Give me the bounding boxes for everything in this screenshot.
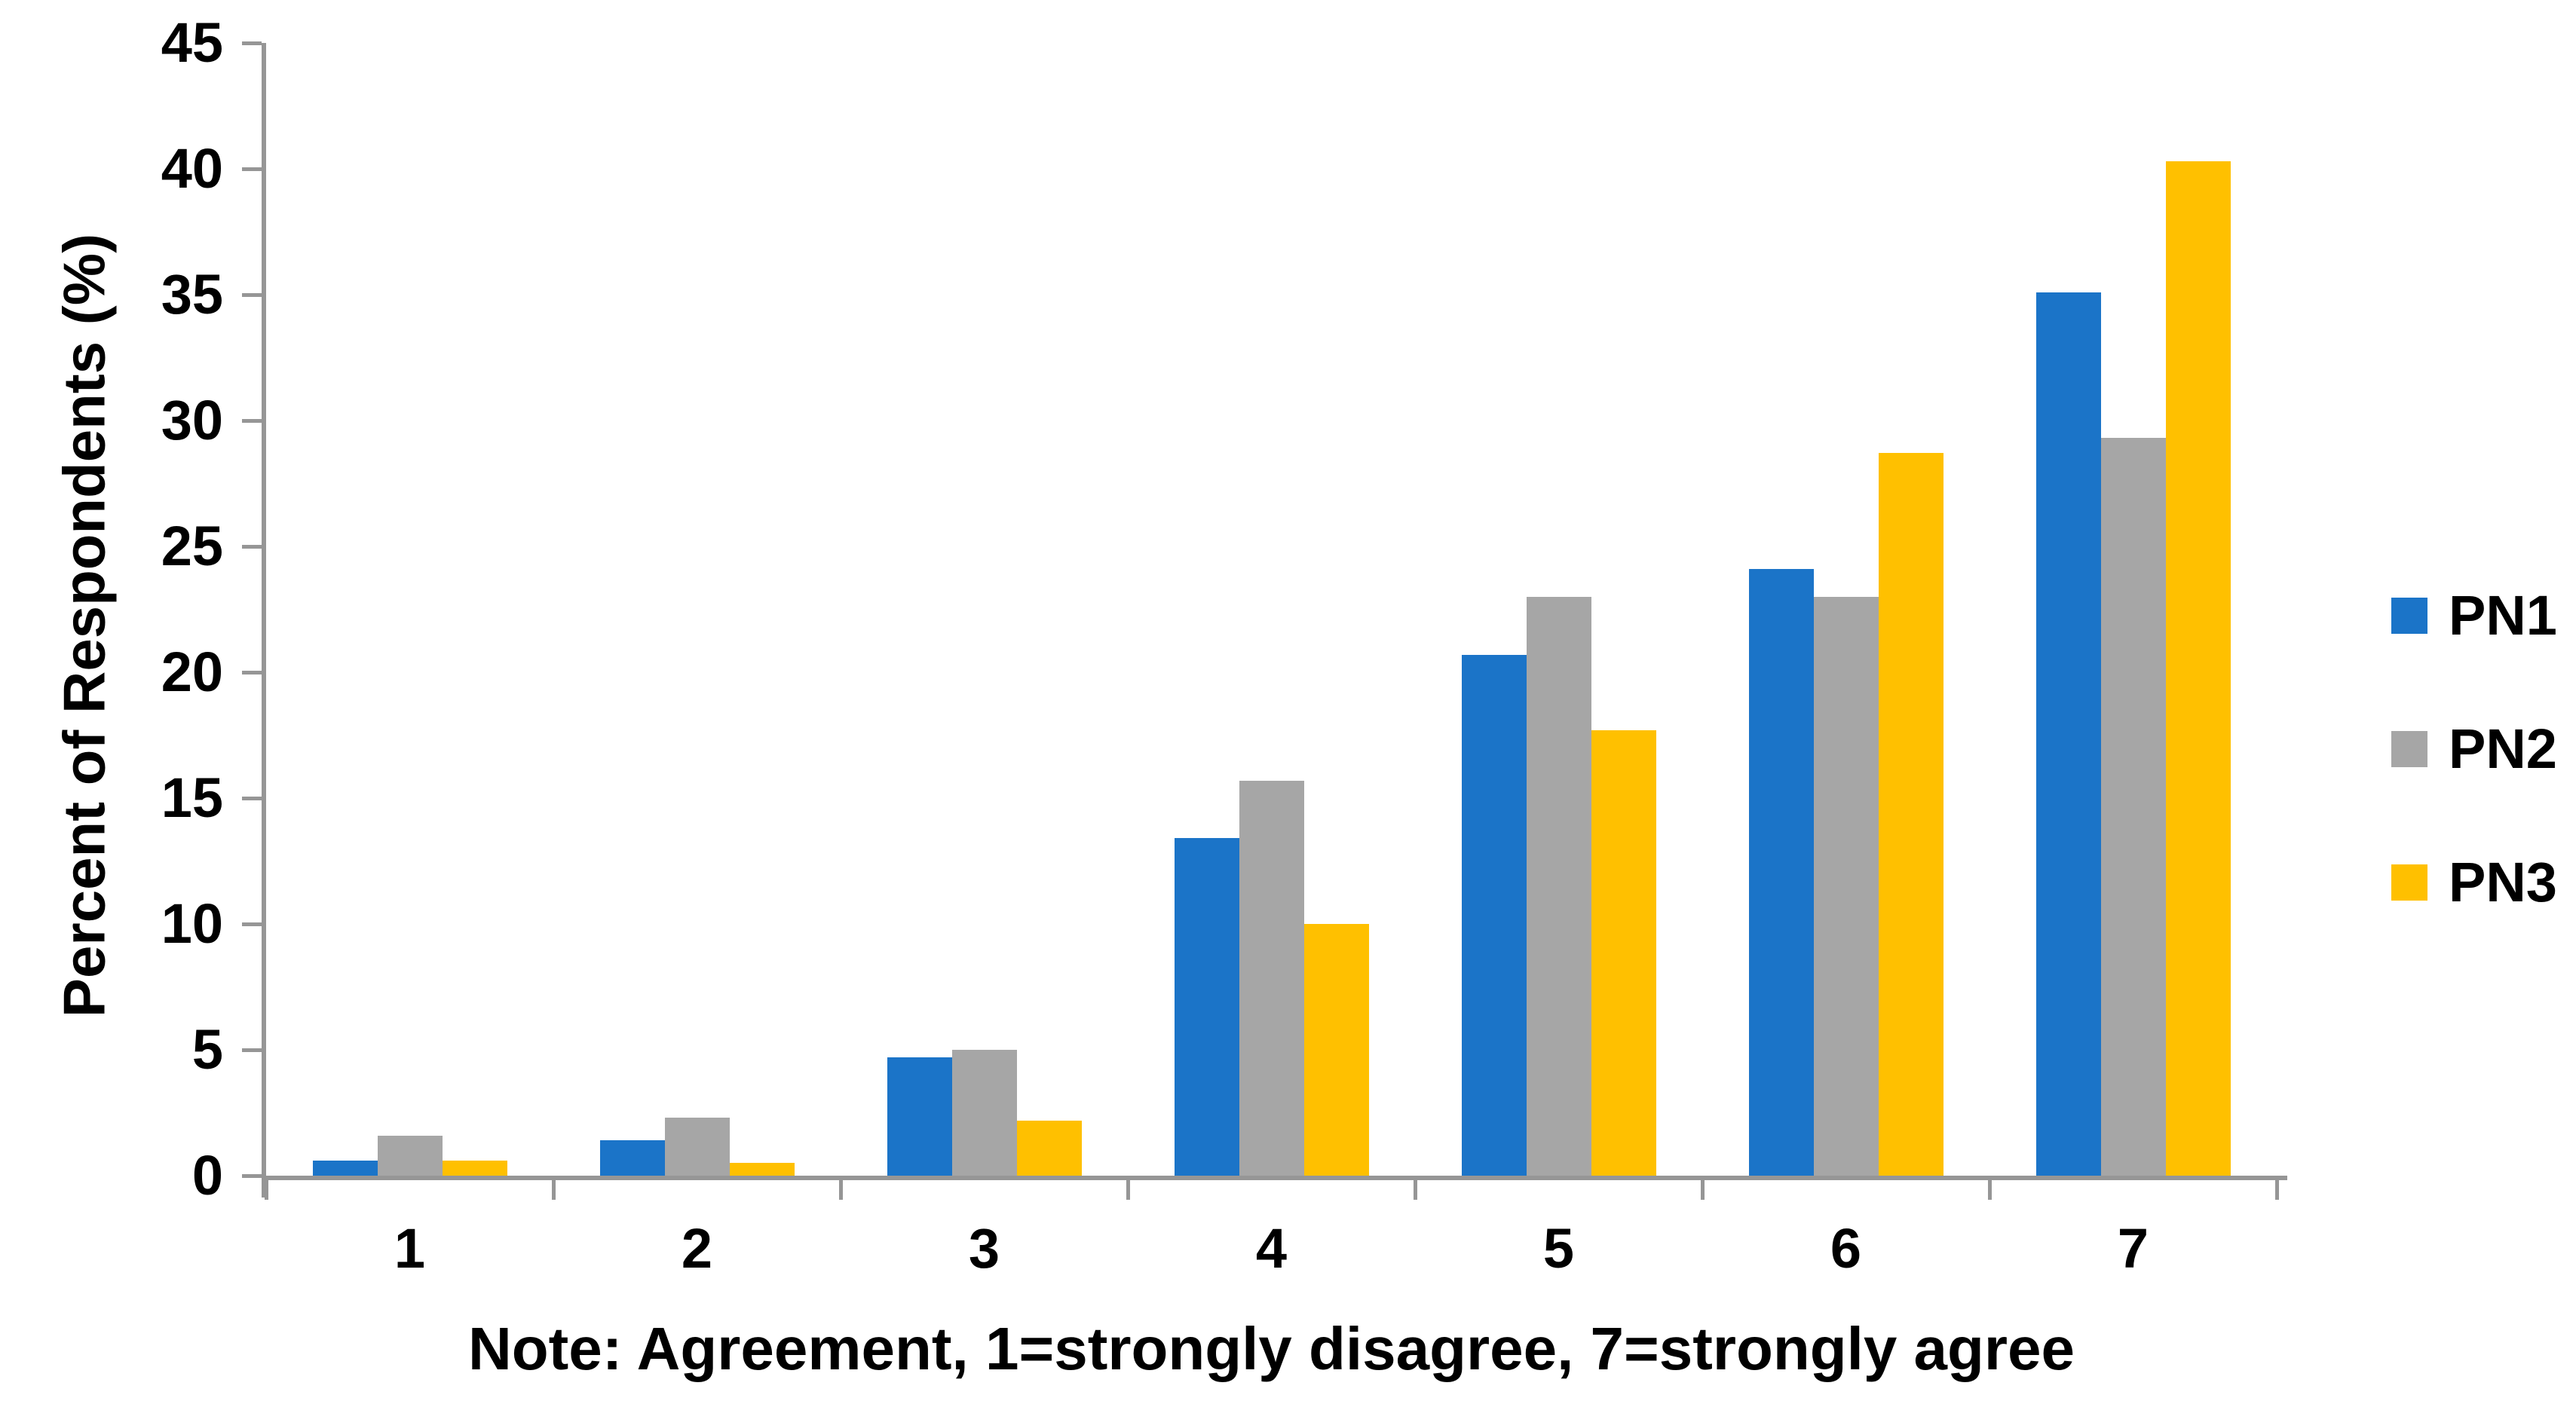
x-tick-label-2: 2 bbox=[681, 1217, 713, 1280]
x-tick bbox=[1701, 1180, 1705, 1200]
y-tick-label: 10 bbox=[161, 892, 223, 955]
y-tick-label: 40 bbox=[161, 137, 223, 200]
x-tick-label-6: 6 bbox=[1830, 1217, 1862, 1280]
x-tick bbox=[839, 1180, 843, 1200]
x-tick bbox=[1988, 1180, 1992, 1200]
bar-PN1-cat6 bbox=[1748, 569, 1814, 1176]
x-tick-label-1: 1 bbox=[394, 1217, 426, 1280]
legend-label-PN3: PN3 bbox=[2449, 851, 2557, 913]
y-tick-label: 20 bbox=[161, 641, 223, 703]
bar-PN3-cat7 bbox=[2165, 161, 2231, 1176]
y-tick bbox=[242, 1048, 262, 1052]
bar-PN1-cat5 bbox=[1461, 654, 1527, 1176]
y-tick-label: 35 bbox=[161, 263, 223, 326]
bar-PN2-cat1 bbox=[377, 1135, 443, 1176]
bar-PN2-cat2 bbox=[664, 1118, 730, 1176]
x-tick bbox=[552, 1180, 556, 1200]
bar-PN1-cat4 bbox=[1174, 838, 1239, 1176]
y-axis-line bbox=[262, 43, 266, 1198]
y-tick bbox=[242, 293, 262, 297]
y-tick-label: 30 bbox=[161, 389, 223, 451]
bar-PN1-cat3 bbox=[887, 1057, 952, 1176]
legend: PN1 PN2 PN3 bbox=[2391, 588, 2557, 910]
y-tick-label: 45 bbox=[161, 11, 223, 74]
x-axis-line bbox=[262, 1176, 2287, 1180]
x-axis-labels: 1 2 3 4 5 6 7 bbox=[266, 1215, 2277, 1283]
legend-item-PN1: PN1 bbox=[2391, 588, 2557, 644]
legend-swatch-PN3 bbox=[2391, 864, 2427, 901]
bar-PN3-cat3 bbox=[1016, 1120, 1082, 1176]
category-group-2 bbox=[553, 43, 841, 1176]
y-tick bbox=[242, 671, 262, 674]
y-tick bbox=[242, 1174, 262, 1178]
category-group-1 bbox=[266, 43, 553, 1176]
bar-PN2-cat3 bbox=[951, 1050, 1017, 1176]
bar-PN2-cat4 bbox=[1239, 780, 1304, 1176]
bar-PN2-cat5 bbox=[1526, 596, 1591, 1176]
bar-PN3-cat6 bbox=[1878, 453, 1943, 1176]
x-tick-label-5: 5 bbox=[1542, 1217, 1575, 1280]
category-group-3 bbox=[841, 43, 1128, 1176]
x-tick bbox=[265, 1180, 268, 1200]
bar-PN3-cat2 bbox=[729, 1163, 795, 1176]
x-tick bbox=[1126, 1180, 1130, 1200]
legend-label-PN2: PN2 bbox=[2449, 717, 2557, 780]
bar-PN2-cat7 bbox=[2100, 438, 2166, 1176]
legend-item-PN2: PN2 bbox=[2391, 721, 2557, 777]
bar-PN1-cat7 bbox=[2035, 292, 2101, 1176]
x-tick-label-4: 4 bbox=[1255, 1217, 1288, 1280]
plot-area bbox=[266, 43, 2277, 1176]
legend-item-PN3: PN3 bbox=[2391, 855, 2557, 910]
y-tick bbox=[242, 797, 262, 800]
bar-PN2-cat6 bbox=[1813, 596, 1879, 1176]
y-tick bbox=[242, 545, 262, 549]
x-tick-label-7: 7 bbox=[2117, 1217, 2149, 1280]
y-tick-label: 15 bbox=[161, 766, 223, 829]
bar-PN1-cat2 bbox=[599, 1140, 665, 1176]
bar-PN3-cat1 bbox=[442, 1160, 507, 1176]
y-tick-label: 5 bbox=[191, 1018, 223, 1081]
y-tick-label: 25 bbox=[161, 515, 223, 577]
legend-label-PN1: PN1 bbox=[2449, 584, 2557, 647]
x-tick-label-3: 3 bbox=[968, 1217, 1000, 1280]
x-tick bbox=[2275, 1180, 2279, 1200]
legend-swatch-PN1 bbox=[2391, 598, 2427, 634]
category-group-7 bbox=[1989, 43, 2277, 1176]
x-tick bbox=[1414, 1180, 1417, 1200]
legend-swatch-PN2 bbox=[2391, 731, 2427, 767]
category-group-6 bbox=[1702, 43, 1989, 1176]
category-group-5 bbox=[1415, 43, 1702, 1176]
y-tick bbox=[242, 922, 262, 926]
bar-PN3-cat4 bbox=[1303, 924, 1369, 1176]
x-axis-note: Note: Agreement, 1=strongly disagree, 7=… bbox=[467, 1315, 2075, 1382]
y-tick bbox=[242, 167, 262, 171]
bar-PN3-cat5 bbox=[1591, 730, 1656, 1176]
y-tick-label: 0 bbox=[191, 1144, 223, 1207]
y-tick bbox=[242, 41, 262, 45]
y-tick bbox=[242, 419, 262, 423]
bar-PN1-cat1 bbox=[312, 1160, 378, 1176]
category-group-4 bbox=[1128, 43, 1415, 1176]
